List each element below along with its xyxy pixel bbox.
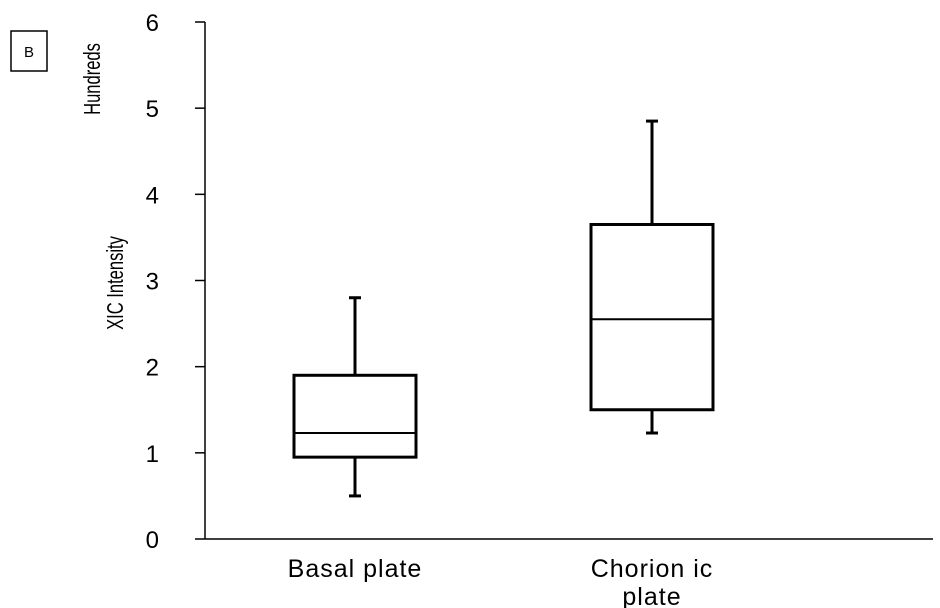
box-2 xyxy=(589,119,715,435)
y-tick-label: 0 xyxy=(146,527,159,554)
y-axis-unit-label: Hundreds xyxy=(80,43,105,115)
category-label: Basal plate xyxy=(288,555,423,583)
panel-label: B xyxy=(24,44,34,61)
y-tick-label: 2 xyxy=(146,355,159,382)
iqr-box xyxy=(292,373,418,459)
y-tick-label: 3 xyxy=(146,269,159,296)
category-label: Chorion ic xyxy=(591,555,714,583)
boxes xyxy=(292,119,715,498)
y-tick-label: 5 xyxy=(146,96,159,123)
iqr-box xyxy=(589,222,715,412)
y-axis-title: XIC Intensity xyxy=(103,236,128,330)
y-tick-label: 4 xyxy=(146,182,159,209)
category-label: plate xyxy=(622,583,681,608)
y-ticks: 0 1 2 3 4 5 6 xyxy=(146,10,205,554)
y-tick-label: 1 xyxy=(146,441,159,468)
box-1 xyxy=(292,296,418,498)
panel-label-box xyxy=(10,30,48,72)
y-tick-label: 6 xyxy=(146,10,159,37)
